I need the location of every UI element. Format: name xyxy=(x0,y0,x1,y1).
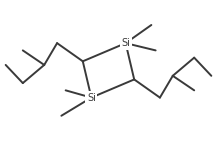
Text: Si: Si xyxy=(87,93,96,103)
Text: Si: Si xyxy=(121,38,130,48)
